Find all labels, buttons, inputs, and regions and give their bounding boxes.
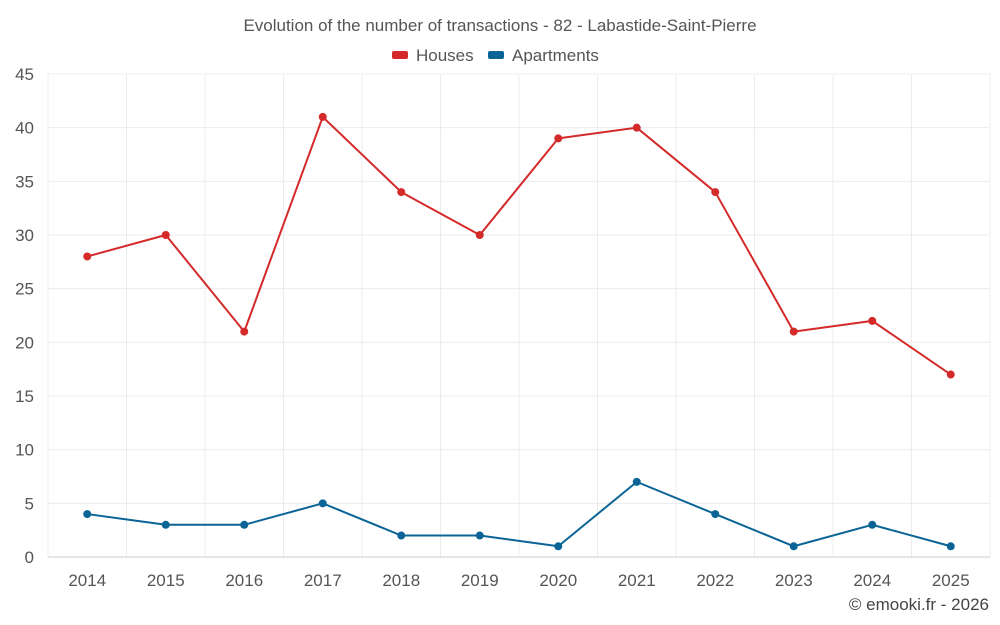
data-point-houses[interactable]: [868, 316, 877, 325]
legend-swatch-apartments[interactable]: [488, 51, 504, 59]
legend: Houses Apartments: [392, 46, 599, 65]
data-point-houses[interactable]: [554, 134, 563, 143]
series-line-houses: [86, 115, 952, 376]
credit-text: © emooki.fr - 2026: [849, 595, 989, 614]
grid: [47, 73, 991, 558]
data-point-apartments[interactable]: [240, 520, 249, 529]
chart-title: Evolution of the number of transactions …: [243, 16, 756, 35]
y-tick-label: 25: [15, 280, 34, 299]
data-point-apartments[interactable]: [318, 499, 327, 508]
data-point-apartments[interactable]: [868, 520, 877, 529]
y-tick-label: 30: [15, 226, 34, 245]
y-tick-label: 35: [15, 172, 34, 191]
y-axis: 0 5 10 15 20 25 30 35 40 45: [15, 65, 34, 567]
x-tick-label: 2024: [853, 571, 891, 590]
legend-label-houses[interactable]: Houses: [416, 46, 474, 65]
series-line-apartments: [87, 480, 952, 548]
y-tick-label: 5: [25, 494, 34, 513]
x-tick-label: 2017: [304, 571, 342, 590]
series-group: [83, 112, 955, 551]
data-point-houses[interactable]: [83, 252, 92, 261]
x-axis: 2014 2015 2016 2017 2018 2019 2020 2021 2022 2023…: [68, 571, 969, 590]
legend-swatch-houses[interactable]: [392, 51, 408, 59]
data-point-apartments[interactable]: [711, 510, 720, 519]
y-tick-label: 0: [25, 548, 34, 567]
x-tick-label: 2023: [775, 571, 813, 590]
x-tick-label: 2014: [68, 571, 106, 590]
x-tick-label: 2020: [539, 571, 577, 590]
data-point-apartments[interactable]: [397, 531, 406, 540]
data-point-houses[interactable]: [632, 123, 641, 132]
data-point-houses[interactable]: [711, 188, 720, 197]
data-point-houses[interactable]: [161, 231, 170, 239]
y-tick-label: 40: [15, 119, 34, 138]
data-point-houses[interactable]: [318, 112, 327, 121]
y-tick-label: 10: [15, 441, 34, 460]
x-tick-label: 2018: [382, 571, 420, 590]
data-point-houses[interactable]: [397, 188, 406, 197]
data-point-apartments[interactable]: [83, 510, 92, 519]
y-tick-label: 45: [15, 65, 34, 84]
data-point-apartments[interactable]: [632, 477, 641, 486]
data-point-apartments[interactable]: [789, 542, 798, 551]
x-tick-label: 2022: [696, 571, 734, 590]
data-point-apartments[interactable]: [475, 531, 484, 540]
data-point-houses[interactable]: [475, 231, 484, 239]
y-tick-label: 20: [15, 333, 34, 352]
data-point-apartments[interactable]: [554, 542, 563, 551]
y-tick-label: 15: [15, 387, 34, 406]
data-point-apartments[interactable]: [946, 542, 955, 551]
data-point-houses[interactable]: [946, 370, 955, 379]
x-tick-label: 2016: [225, 571, 263, 590]
x-tick-label: 2021: [618, 571, 656, 590]
data-point-apartments[interactable]: [161, 520, 170, 529]
x-tick-label: 2015: [147, 571, 185, 590]
data-point-houses[interactable]: [789, 327, 798, 336]
legend-label-apartments[interactable]: Apartments: [512, 46, 599, 65]
data-point-houses[interactable]: [240, 327, 249, 336]
x-tick-label: 2025: [932, 571, 970, 590]
x-tick-label: 2019: [461, 571, 499, 590]
